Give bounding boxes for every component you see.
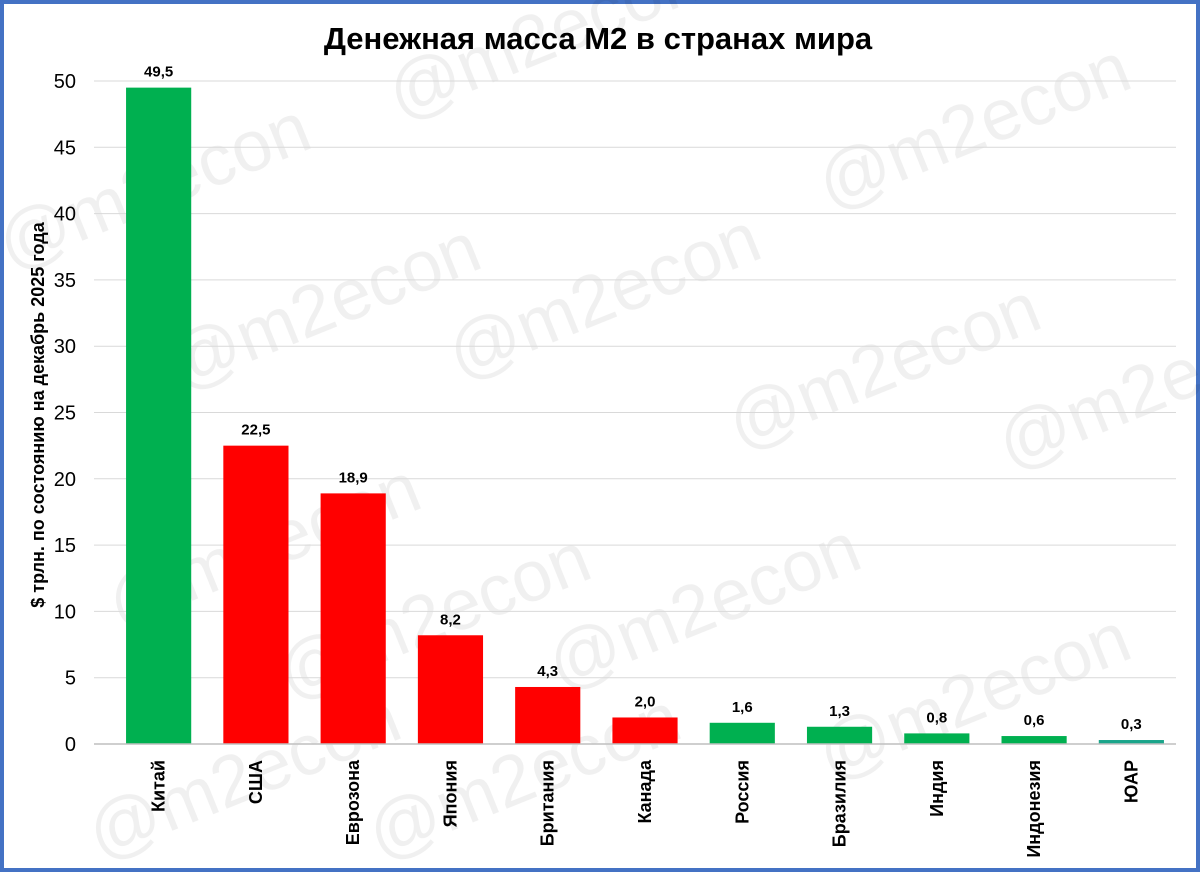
x-tick-label: Индонезия	[1024, 760, 1044, 858]
x-tick-label: Индия	[927, 760, 947, 817]
y-tick-label: 0	[65, 734, 76, 756]
x-tick-labels: Китай США Еврозона Япония Британия Канада Росс…	[149, 759, 1142, 858]
y-tick-label: 10	[54, 601, 76, 623]
x-tick-label: Россия	[732, 760, 752, 824]
data-label: 0,8	[926, 709, 947, 726]
bar-1	[126, 87, 192, 744]
y-axis-label: $ трлн. по состоянию на декабрь 2025 год…	[28, 221, 48, 607]
bar-8	[806, 726, 873, 744]
data-label: 4,3	[537, 663, 558, 680]
x-tick-label: США	[246, 760, 266, 804]
x-tick-label: Британия	[538, 760, 558, 846]
bar-9	[904, 733, 970, 744]
data-label: 2,0	[635, 693, 656, 710]
x-tick-label: Бразилия	[830, 760, 850, 847]
x-tick-label: Китай	[149, 760, 169, 812]
bar-7	[709, 722, 775, 744]
data-label: 18,9	[339, 469, 368, 486]
y-tick-labels: 0 5 10 15 20 25 30 35 40 45 50	[54, 71, 76, 756]
y-tick-label: 30	[54, 336, 76, 358]
bar-2	[223, 445, 289, 744]
watermark-text: @m2econ	[806, 27, 1141, 225]
y-tick-label: 45	[54, 137, 76, 159]
bar-3	[320, 493, 386, 744]
bar-5	[515, 686, 581, 744]
data-label: 1,6	[732, 699, 753, 716]
data-label: 1,3	[829, 703, 850, 720]
watermark-text: @m2econ	[436, 197, 771, 395]
bar-6	[612, 717, 678, 744]
bar-11	[1098, 740, 1164, 744]
y-tick-label: 20	[54, 469, 76, 491]
watermark-text: @m2econ	[156, 207, 491, 405]
data-label: 0,3	[1121, 716, 1142, 733]
x-tick-label: Еврозона	[343, 759, 363, 845]
watermark-text: @m2econ	[806, 597, 1141, 795]
x-tick-label: Канада	[635, 759, 655, 824]
x-tick-label: Япония	[440, 760, 460, 827]
bar-4	[417, 635, 484, 744]
bars	[126, 87, 1164, 744]
y-tick-label: 40	[54, 204, 76, 226]
y-tick-label: 5	[65, 668, 76, 690]
y-tick-label: 25	[54, 403, 76, 425]
data-label: 8,2	[440, 611, 461, 628]
bar-10	[1001, 736, 1067, 744]
data-labels: 49,5 22,5 18,9 8,2 4,3 2,0 1,6 1,3 0,8 0,6 0,3	[144, 64, 1142, 733]
y-tick-label: 15	[54, 535, 76, 557]
data-label: 0,6	[1024, 712, 1045, 729]
data-label: 22,5	[241, 422, 270, 439]
data-label: 49,5	[144, 64, 173, 81]
x-tick-label: ЮАР	[1121, 760, 1141, 803]
y-tick-label: 35	[54, 270, 76, 292]
chart-title: Денежная масса М2 в странах мира	[324, 21, 873, 56]
y-tick-label: 50	[54, 71, 76, 93]
watermark-text: @m2econ	[536, 507, 871, 705]
